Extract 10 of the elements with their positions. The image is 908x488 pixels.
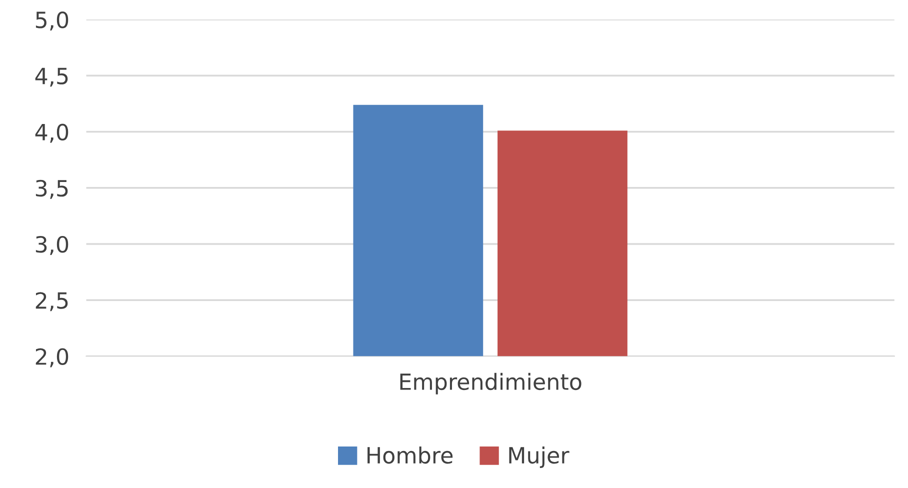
y-tick-label: 4,0: [35, 124, 68, 143]
y-tick-label: 5,0: [36, 11, 68, 31]
y-tick-label: 3,0: [36, 236, 68, 256]
x-tick-label: Emprendimiento: [400, 372, 582, 394]
legend-label: Mujer: [509, 446, 570, 468]
y-tick-label: 3,5: [36, 180, 68, 199]
y-tick-label: 4,5: [35, 68, 68, 87]
y-tick-label: 2,0: [36, 348, 68, 368]
legend-label: Hombre: [368, 446, 453, 464]
y-tick-label: 2,5: [36, 292, 68, 312]
